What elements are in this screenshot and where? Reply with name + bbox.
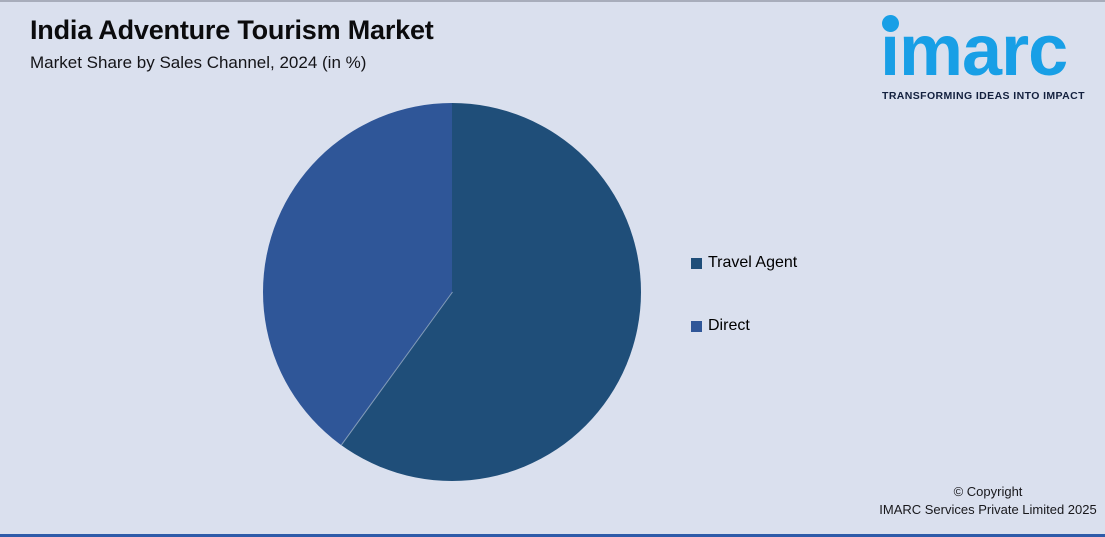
imarc-logo: ımarc TRANSFORMING IDEAS INTO IMPACT [880,4,1098,106]
imarc-logo-tagline: TRANSFORMING IDEAS INTO IMPACT [882,90,1085,102]
legend-item-travel-agent: Travel Agent [691,255,797,271]
legend-label-travel-agent: Travel Agent [708,254,798,271]
chart-title: India Adventure Tourism Market [30,15,434,45]
chart-header: India Adventure Tourism Market Market Sh… [30,15,434,73]
legend-swatch-direct [691,320,702,332]
imarc-logo-text: ımarc [880,11,1068,91]
legend: Travel Agent Direct [691,255,797,334]
bottom-accent-bar [0,534,1105,537]
pie-slice-divider [340,291,453,446]
chart-subtitle: Market Share by Sales Channel, 2024 (in … [30,53,367,72]
pie-chart [263,103,641,481]
legend-item-direct: Direct [691,318,797,334]
copyright-line1: © Copyright [953,484,1023,499]
legend-swatch-travel-agent [691,257,702,269]
imarc-logo-dot-icon [882,15,899,32]
copyright: © Copyright IMARC Services Private Limit… [878,483,1098,520]
copyright-line2: IMARC Services Private Limited 2025 [879,502,1097,518]
legend-label-direct: Direct [708,317,750,334]
top-border-line [0,0,1105,2]
